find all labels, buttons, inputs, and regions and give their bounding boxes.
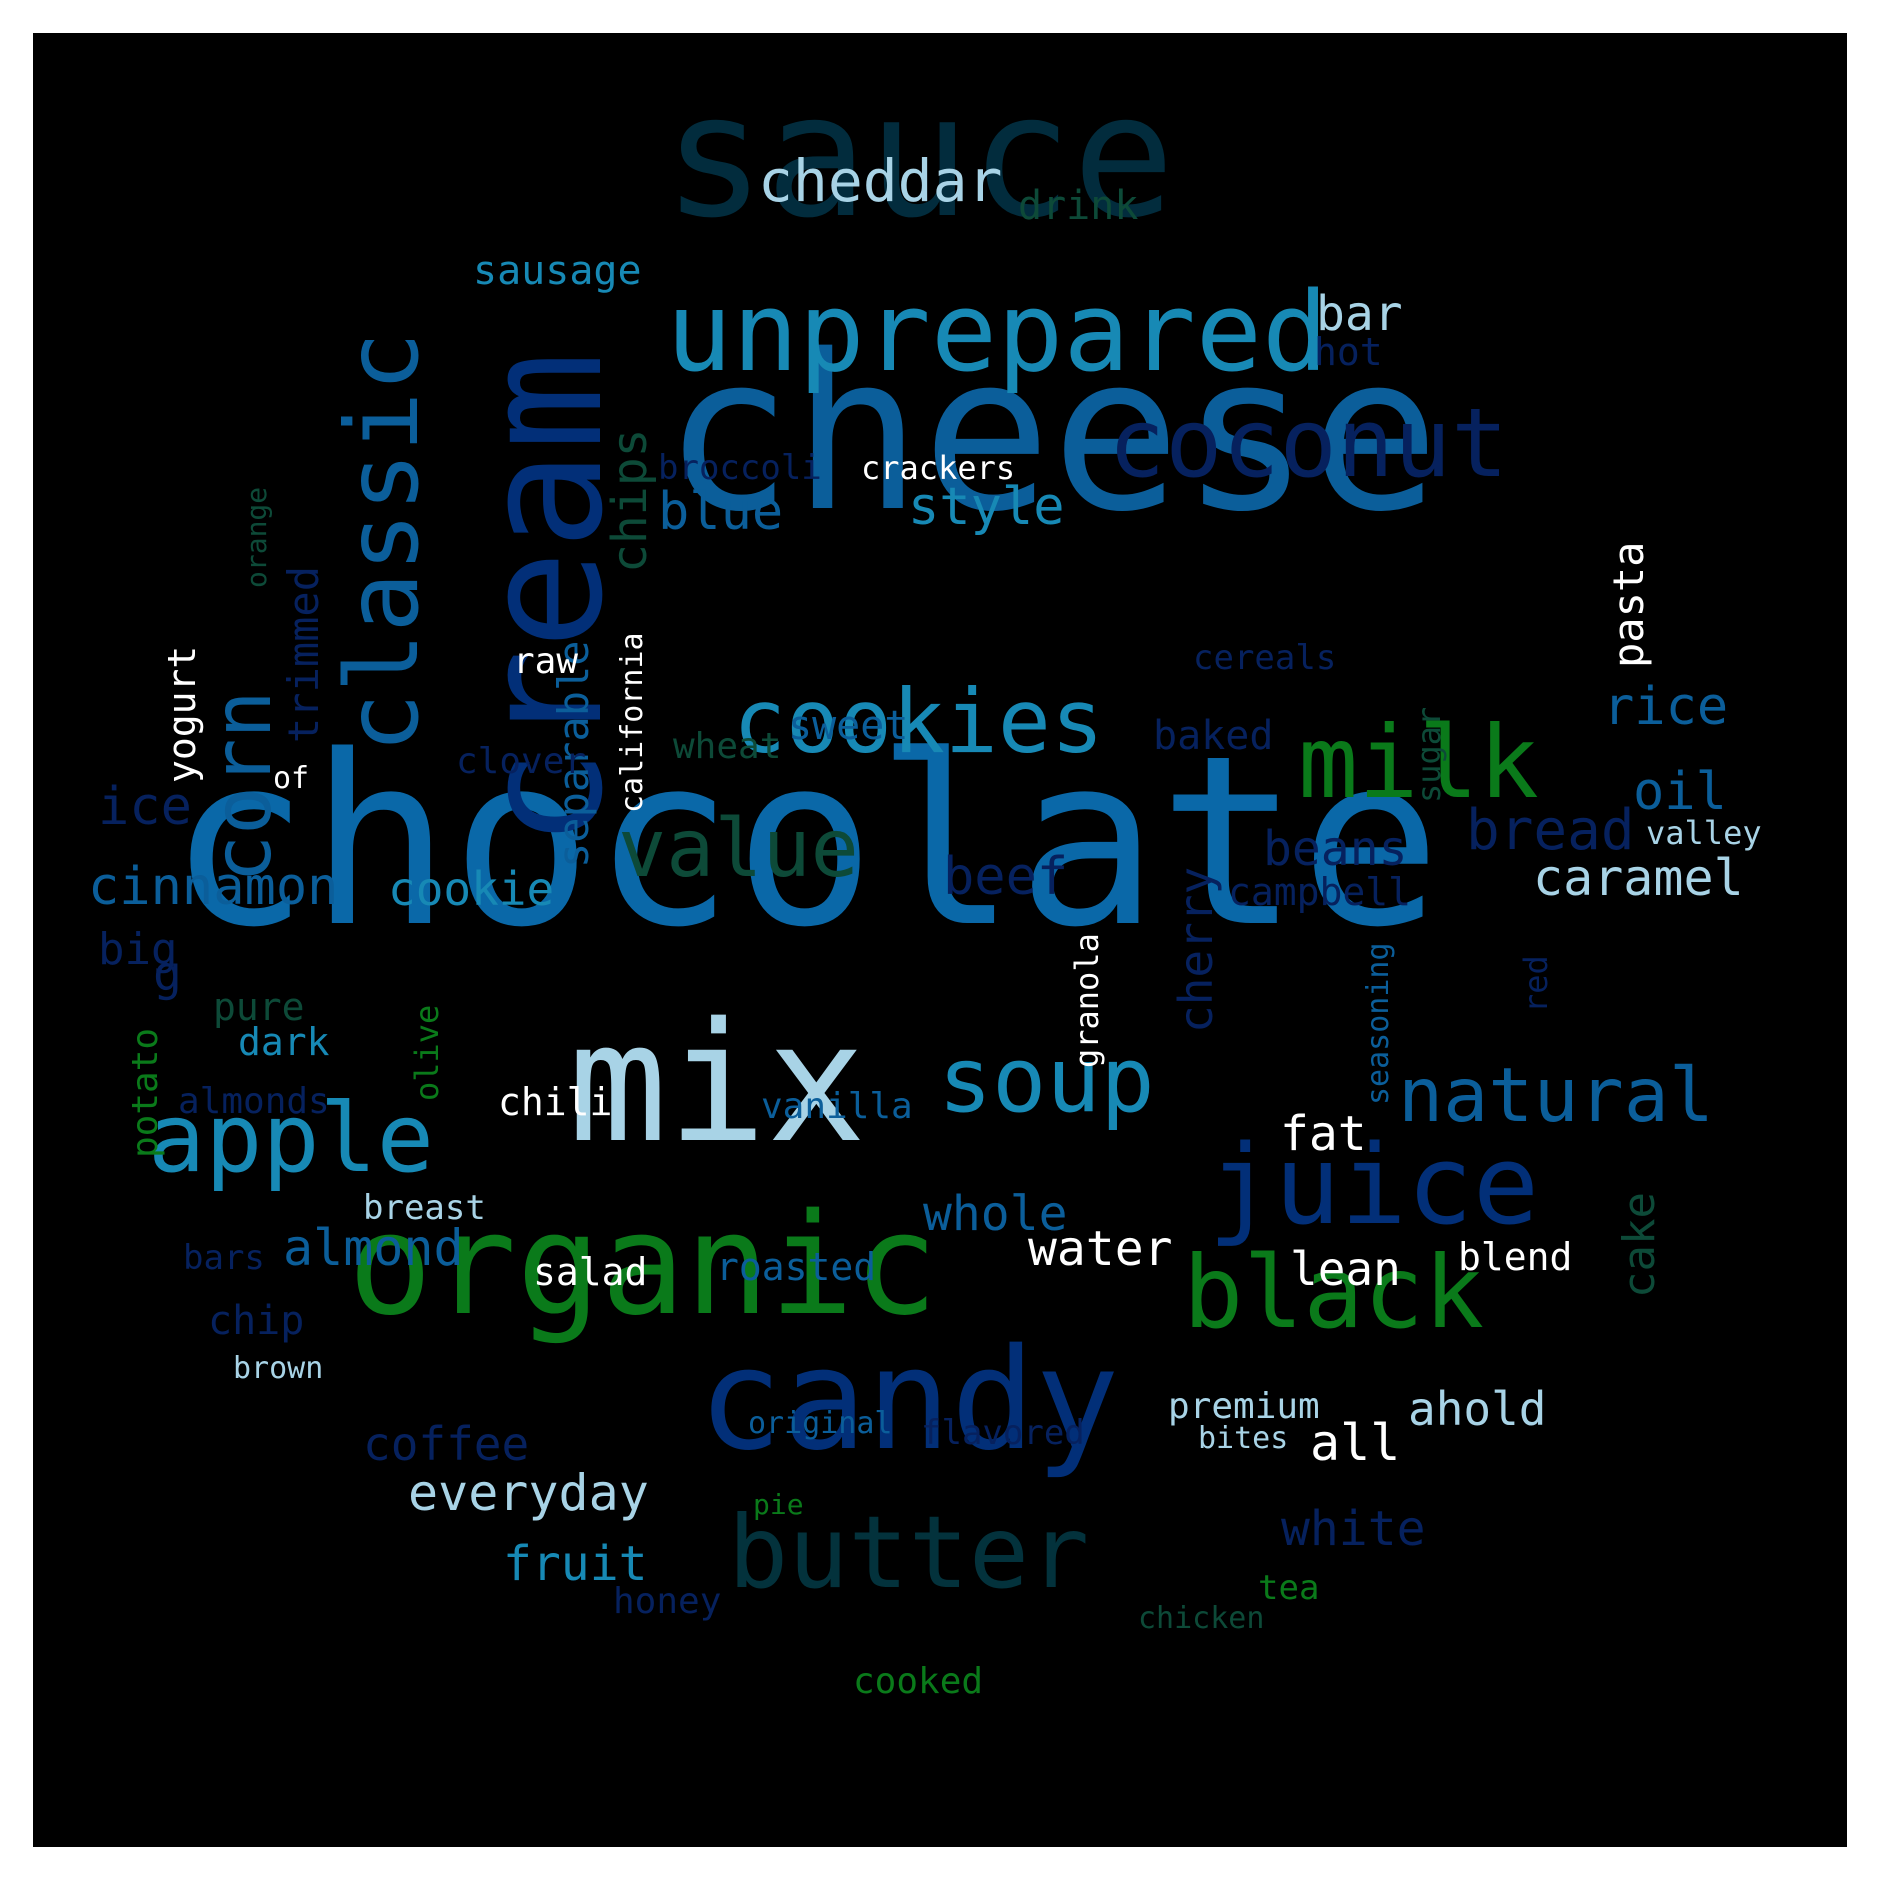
word-blend: blend	[1458, 1234, 1573, 1279]
word-sugar: sugar	[1410, 706, 1448, 803]
word-everyday: everyday	[408, 1464, 649, 1522]
word-beans: beans	[1263, 820, 1408, 877]
word-mix: mix	[568, 987, 867, 1179]
word-raw: raw	[513, 641, 579, 683]
word-unprepared: unprepared	[666, 268, 1329, 396]
word-broccoli: broccoli	[658, 447, 822, 488]
word-cherry: cherry	[1169, 866, 1223, 1033]
word-natural: natural	[1398, 1051, 1715, 1139]
word-almonds: almonds	[178, 1081, 330, 1123]
word-cheddar: cheddar	[758, 146, 1003, 215]
word-chips: chips	[602, 428, 658, 574]
word-apple: apple	[148, 1084, 434, 1194]
word-value: value	[618, 802, 859, 895]
word-orange: orange	[240, 486, 273, 588]
word-california: california	[615, 632, 650, 813]
word-style: style	[908, 477, 1065, 538]
word-g: g	[153, 945, 182, 1002]
word-bar: bar	[1316, 285, 1403, 342]
word-butter: butter	[728, 1494, 1090, 1611]
word-white: white	[1281, 1500, 1426, 1557]
word-cloud: chocolate cheese sauce cream mix organic candy…	[33, 33, 1847, 1847]
word-breast: breast	[363, 1187, 486, 1228]
word-yogurt: yogurt	[160, 645, 204, 783]
word-all: all	[1310, 1414, 1401, 1472]
word-pure: pure	[213, 984, 305, 1029]
word-pie: pie	[753, 1487, 804, 1521]
word-bread: bread	[1466, 798, 1635, 864]
word-hot: hot	[1314, 329, 1383, 374]
word-wheat: wheat	[673, 726, 782, 768]
word-juice: juice	[1208, 1121, 1540, 1249]
word-chip: chip	[208, 1298, 305, 1344]
word-red: red	[1517, 955, 1555, 1013]
word-sauce: sauce	[663, 58, 1175, 256]
word-cheese: cheese	[663, 308, 1440, 559]
word-caramel: caramel	[1533, 849, 1744, 907]
word-trimmed: trimmed	[279, 565, 328, 743]
word-of: of	[273, 761, 310, 796]
word-organic: organic	[348, 1184, 939, 1347]
word-blue: blue	[658, 482, 784, 543]
word-pasta: pasta	[1604, 541, 1653, 668]
word-cookies: cookies	[733, 669, 1104, 773]
word-whole: whole	[923, 1185, 1068, 1242]
word-granola: granola	[1068, 933, 1106, 1068]
word-drink: drink	[1018, 183, 1139, 229]
word-coffee: coffee	[363, 1417, 530, 1472]
word-rice: rice	[1603, 677, 1729, 738]
word-seasoning: seasoning	[1361, 942, 1396, 1105]
word-tea: tea	[1258, 1567, 1320, 1608]
word-candy: candy	[698, 1319, 1120, 1482]
word-vanilla: vanilla	[761, 1086, 913, 1128]
word-water: water	[1028, 1220, 1173, 1277]
word-flavored: flavored	[921, 1412, 1085, 1453]
word-campbell: campbell	[1228, 869, 1412, 914]
word-fat: fat	[1280, 1105, 1367, 1162]
word-fruit: fruit	[503, 1535, 648, 1592]
word-big: big	[98, 923, 178, 975]
word-corn: corn	[196, 690, 289, 883]
word-cooked: cooked	[853, 1661, 984, 1703]
word-olive: olive	[408, 1004, 446, 1101]
word-honey: honey	[613, 1581, 722, 1623]
word-brown: brown	[233, 1351, 324, 1386]
word-salad: salad	[533, 1249, 648, 1294]
word-dark: dark	[238, 1019, 330, 1064]
word-milk: milk	[1298, 704, 1539, 821]
word-potato: potato	[125, 1027, 166, 1158]
word-ice: ice	[98, 777, 192, 838]
word-cookie: cookie	[388, 862, 555, 917]
word-chocolate: chocolate	[168, 706, 1442, 979]
word-oil: oil	[1633, 762, 1727, 823]
word-bites: bites	[1198, 1421, 1289, 1456]
word-cinnamon: cinnamon	[88, 857, 339, 918]
word-soup: soup	[938, 1028, 1155, 1133]
word-premium: premium	[1168, 1386, 1320, 1428]
word-sausage: sausage	[473, 248, 642, 294]
word-clover: clover	[456, 741, 587, 783]
word-black: black	[1183, 1234, 1485, 1351]
word-classic: classic	[324, 331, 441, 753]
word-bars: bars	[183, 1237, 265, 1278]
word-crackers: crackers	[861, 449, 1016, 488]
word-lean: lean	[1290, 1242, 1401, 1297]
word-beef: beef	[943, 847, 1069, 908]
word-chicken: chicken	[1138, 1601, 1265, 1636]
word-original: original	[748, 1406, 893, 1441]
word-ahold: ahold	[1408, 1382, 1547, 1437]
word-almond: almond	[283, 1219, 464, 1277]
word-valley: valley	[1646, 814, 1762, 853]
word-cereals: cereals	[1193, 637, 1337, 678]
word-coconut: coconut	[1108, 389, 1509, 499]
word-baked: baked	[1153, 713, 1274, 759]
word-cake: cake	[1614, 1192, 1665, 1298]
word-roasted: roasted	[716, 1244, 877, 1289]
word-sweet: sweet	[788, 703, 909, 749]
word-chili: chili	[498, 1079, 613, 1124]
